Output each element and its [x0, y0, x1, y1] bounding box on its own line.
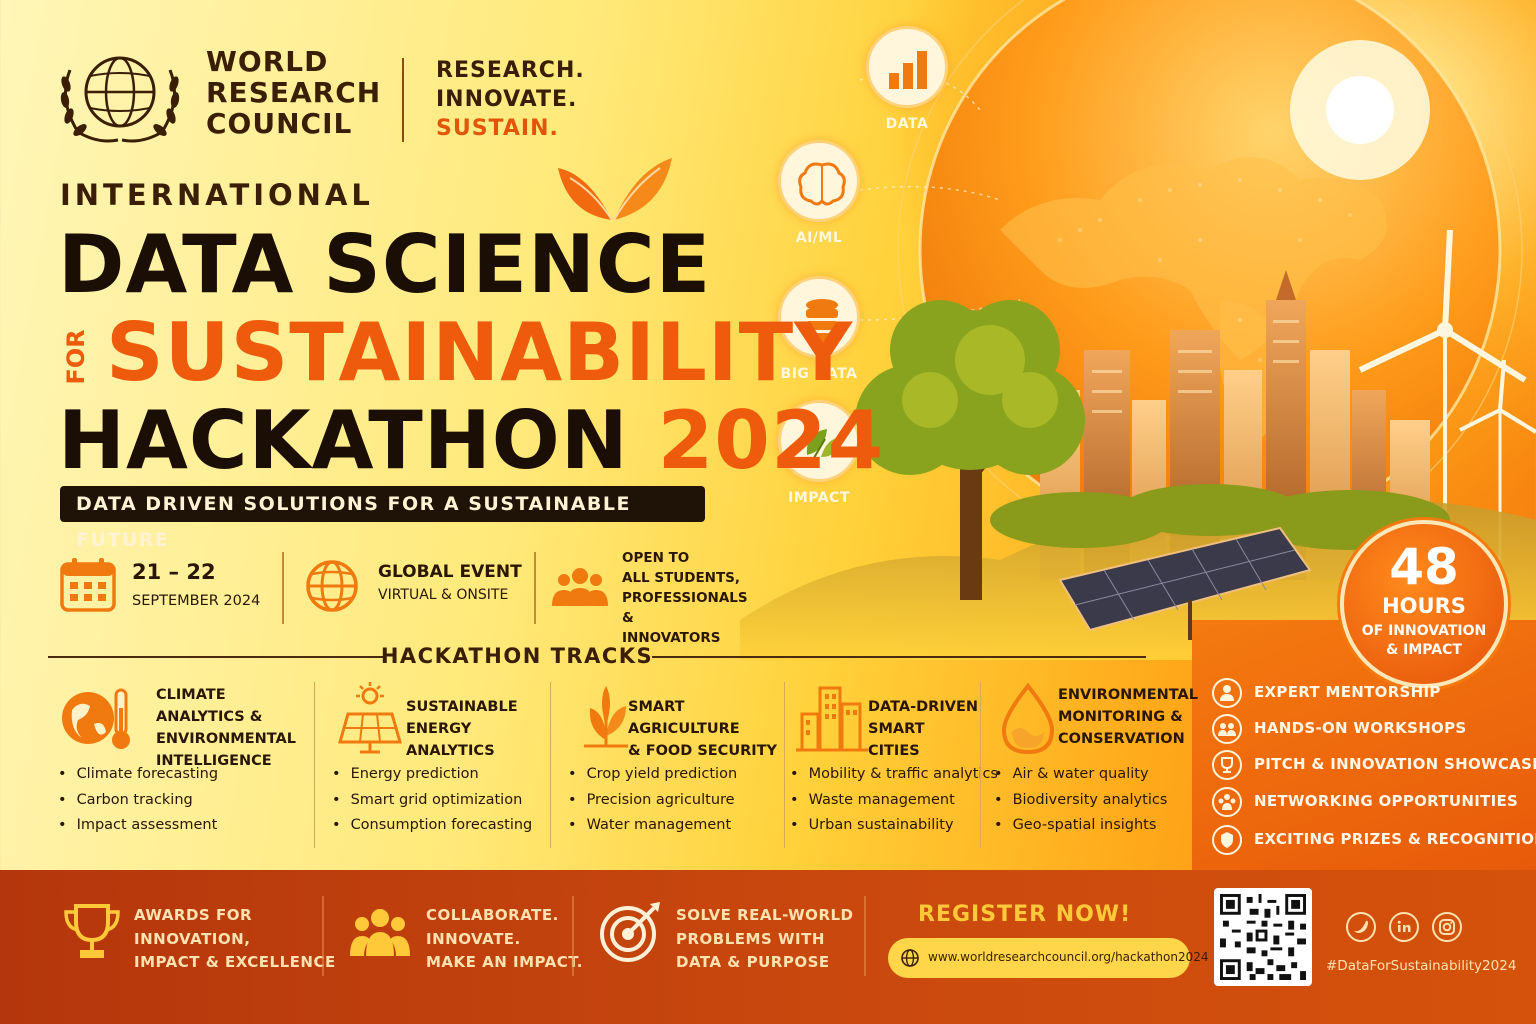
feature-big-data: BIG DATA — [778, 276, 860, 396]
database-icon — [778, 276, 860, 358]
mentor-icon — [1212, 678, 1242, 708]
track-title: SMART AGRICULTURE & FOOD SECURITY — [628, 699, 778, 759]
feature-label: DATA — [885, 116, 929, 132]
trophy-icon — [64, 904, 120, 958]
feature-impact: IMPACT — [778, 400, 860, 520]
tagline: RESEARCH. INNOVATE. SUSTAIN. — [436, 58, 585, 141]
track-items: Mobility & traffic analytics Waste manag… — [790, 762, 998, 839]
title-line-1: DATA SCIENCE — [58, 218, 712, 311]
globe-laurel-emblem-icon — [60, 56, 180, 143]
water-drop-icon — [1001, 682, 1055, 755]
event-date: 21 – 22 — [132, 560, 216, 584]
solar-panel-sun-icon — [338, 682, 402, 754]
people-group-icon — [552, 568, 608, 606]
track-items: Crop yield prediction Precision agricult… — [568, 762, 738, 839]
workshop-icon — [1212, 714, 1242, 744]
qr-code-pattern — [1220, 894, 1306, 980]
footer-solve: SOLVE REAL-WORLD PROBLEMS WITH DATA & PU… — [598, 900, 853, 980]
brand-divider — [402, 58, 404, 142]
title-kicker: INTERNATIONAL — [60, 178, 374, 212]
footer-awards: AWARDS FOR INNOVATION, IMPACT & EXCELLEN… — [60, 900, 335, 980]
footer-divider — [572, 896, 574, 976]
track-title: ENVIRONMENTAL MONITORING & CONSERVATION — [1058, 687, 1198, 747]
track-smart-cities: DATA-DRIVEN SMART CITIES Mobility & traf… — [788, 672, 998, 852]
twitter-icon[interactable] — [1346, 912, 1376, 942]
sprout-leaves-icon — [558, 158, 672, 221]
tracks-heading: HACKATHON TRACKS — [380, 644, 654, 668]
track-title: SUSTAINABLE ENERGY ANALYTICS — [406, 699, 518, 759]
register-heading: REGISTER NOW! — [918, 902, 1132, 927]
globe-icon — [901, 949, 919, 967]
track-agriculture: SMART AGRICULTURE & FOOD SECURITY Crop y… — [562, 672, 784, 852]
footer-awards-text: AWARDS FOR INNOVATION, IMPACT & EXCELLEN… — [134, 906, 336, 971]
qr-code[interactable] — [1214, 888, 1312, 986]
calendar-icon — [60, 558, 116, 612]
event-month: SEPTEMBER 2024 — [132, 593, 261, 609]
tracks-rule-right — [652, 656, 1146, 658]
bar-chart-icon — [866, 26, 948, 108]
info-divider — [282, 552, 284, 624]
footer-solve-text: SOLVE REAL-WORLD PROBLEMS WITH DATA & PU… — [676, 906, 854, 971]
linkedin-icon[interactable] — [1389, 912, 1419, 942]
feature-label: IMPACT — [788, 490, 850, 506]
track-title: CLIMATE ANALYTICS & ENVIRONMENTAL INTELL… — [156, 687, 296, 769]
footer-collaborate-text: COLLABORATE. INNOVATE. MAKE AN IMPACT. — [426, 906, 583, 971]
trophy-icon — [1212, 750, 1242, 780]
event-scope: GLOBAL EVENT — [378, 562, 522, 582]
feature-label: BIG DATA — [780, 366, 858, 382]
info-audience: OPEN TO ALL STUDENTS, PROFESSIONALS & IN… — [550, 548, 750, 646]
feature-label: AI/ML — [795, 230, 843, 246]
track-items: Energy prediction Smart grid optimizatio… — [332, 762, 533, 839]
track-divider — [314, 682, 315, 848]
footer-divider — [322, 896, 324, 976]
sprout-icon — [584, 686, 628, 748]
tracks-rule-left — [48, 656, 384, 658]
badge-icon — [1212, 825, 1242, 855]
hours-badge: 48 HOURS OF INNOVATION & IMPACT — [1340, 520, 1508, 688]
brain-icon — [778, 140, 860, 222]
track-items: Climate forecasting Carbon tracking Impa… — [58, 762, 218, 839]
globe-city-illustration — [740, 0, 1536, 660]
team-icon — [350, 909, 410, 956]
city-buildings-icon — [796, 686, 868, 752]
footer-collaborate: COLLABORATE. INNOVATE. MAKE AN IMPACT. — [348, 900, 582, 980]
track-divider — [980, 682, 981, 848]
track-title: DATA-DRIVEN SMART CITIES — [868, 699, 978, 759]
hours-subtitle: OF INNOVATION & IMPACT — [1361, 623, 1487, 658]
registration-url: www.worldresearchcouncil.org/hackathon20… — [928, 950, 1209, 964]
instagram-icon[interactable] — [1432, 912, 1462, 942]
hours-unit: HOURS — [1382, 594, 1466, 618]
title-line-2: SUSTAINABILITY — [106, 306, 854, 399]
feature-ai-ml: AI/ML — [778, 140, 860, 260]
globe-thermometer-icon — [62, 688, 130, 749]
event-hashtag: #DataForSustainability2024 — [1326, 958, 1517, 974]
registration-link[interactable]: www.worldresearchcouncil.org/hackathon20… — [888, 938, 1209, 978]
network-icon — [1212, 787, 1242, 817]
track-divider — [784, 682, 785, 848]
feature-data: DATA — [866, 26, 948, 146]
track-divider — [550, 682, 551, 848]
globe-icon — [306, 560, 358, 612]
subtitle-bar: DATA DRIVEN SOLUTIONS FOR A SUSTAINABLE … — [60, 486, 705, 551]
leaf-icon — [778, 400, 860, 482]
svg-text:FOR: FOR — [62, 329, 90, 384]
event-mode: VIRTUAL & ONSITE — [378, 587, 509, 603]
title-line-3: HACKATHON 2024 — [58, 394, 885, 487]
audience-text: OPEN TO ALL STUDENTS, PROFESSIONALS & IN… — [622, 550, 748, 646]
title-year: 2024 — [657, 394, 885, 487]
track-energy: SUSTAINABLE ENERGY ANALYTICS Energy pred… — [326, 672, 548, 852]
title-for-word: FOR — [62, 329, 90, 384]
track-environmental: ENVIRONMENTAL MONITORING & CONSERVATION … — [984, 672, 1198, 852]
info-divider — [534, 552, 536, 624]
brand-header: WORLD RESEARCH COUNCIL RESEARCH. INNOVAT… — [48, 40, 608, 150]
org-name: WORLD RESEARCH COUNCIL — [206, 45, 382, 140]
footer-divider — [864, 896, 866, 976]
info-date: 21 – 22 SEPTEMBER 2024 — [58, 548, 278, 628]
track-items: Air & water quality Biodiversity analyti… — [994, 762, 1168, 839]
target-icon — [600, 902, 660, 962]
hours-number: 48 — [1389, 538, 1459, 596]
info-global: GLOBAL EVENT VIRTUAL & ONSITE — [302, 548, 532, 628]
track-climate: CLIMATE ANALYTICS & ENVIRONMENTAL INTELL… — [52, 672, 314, 852]
